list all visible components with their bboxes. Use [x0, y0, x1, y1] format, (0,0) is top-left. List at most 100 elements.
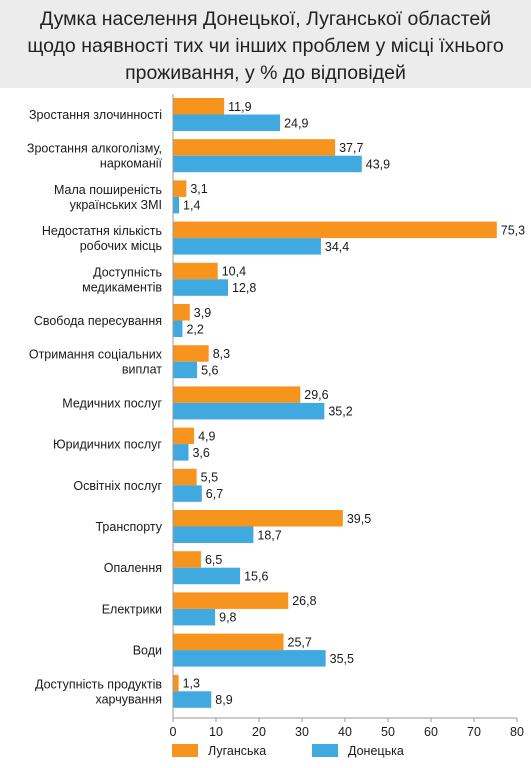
data-label: 8,3 [213, 347, 230, 361]
bar-luhanska [173, 221, 497, 239]
category-label: харчування [95, 692, 162, 706]
data-label: 5,5 [201, 471, 218, 485]
bar-donetska [173, 650, 326, 667]
category-label: Свобода пересування [34, 314, 162, 328]
data-label: 9,8 [219, 611, 236, 625]
data-label: 11,9 [228, 100, 251, 114]
category-label: Зростання злочинності [29, 108, 162, 122]
data-label: 12,8 [232, 281, 256, 295]
bar-luhanska [173, 304, 190, 321]
data-label: 3,6 [192, 446, 209, 460]
data-label: 1,3 [183, 677, 200, 691]
bar-donetska [173, 567, 241, 585]
bar-luhanska [173, 674, 179, 692]
x-tick-label: 0 [170, 725, 177, 739]
category-label: Зростання алкоголізму, [27, 142, 162, 156]
chart-title-panel: Думка населення Донецької, Луганської об… [0, 0, 531, 88]
x-tick-label: 60 [424, 725, 438, 739]
category-label: виплат [122, 363, 162, 377]
data-label: 18,7 [257, 528, 281, 542]
category-label: Освітніх послуг [73, 479, 162, 493]
legend-swatch [172, 744, 198, 757]
x-tick-label: 80 [510, 725, 524, 739]
bar-luhanska [173, 551, 201, 568]
category-label: Доступність продуктів [35, 677, 162, 691]
data-label: 8,9 [215, 693, 232, 707]
data-label: 26,8 [292, 594, 316, 608]
bar-donetska [173, 361, 198, 379]
data-label: 43,9 [366, 157, 390, 171]
bar-luhanska [173, 98, 225, 115]
data-label: 39,5 [347, 512, 371, 526]
bar-luhanska [173, 180, 187, 197]
bar-luhanska [173, 592, 289, 609]
bar-luhanska [173, 386, 301, 403]
data-label: 6,5 [205, 553, 222, 567]
data-label: 29,6 [304, 388, 328, 402]
data-label: 34,4 [325, 240, 349, 254]
x-tick-label: 20 [252, 725, 266, 739]
bar-donetska [173, 114, 281, 131]
bar-donetska [173, 444, 189, 461]
bar-donetska [173, 196, 180, 214]
category-label: Електрики [102, 602, 162, 616]
bar-luhanska [173, 468, 197, 486]
legend-swatch [312, 744, 338, 757]
data-label: 2,2 [186, 322, 203, 336]
bar-donetska [173, 320, 183, 337]
bar-donetska [173, 485, 202, 502]
category-label: Води [133, 644, 162, 658]
category-label: Транспорту [95, 520, 162, 534]
category-label: Доступність [93, 265, 162, 279]
bar-donetska [173, 279, 229, 296]
category-label: Юридичних послуг [53, 438, 162, 452]
data-label: 1,4 [183, 199, 200, 213]
bar-luhanska [173, 633, 284, 651]
data-label: 10,4 [222, 265, 246, 279]
data-label: 6,7 [206, 487, 223, 501]
x-tick-label: 50 [381, 725, 395, 739]
bar-donetska [173, 155, 362, 173]
bar-luhanska [173, 345, 209, 362]
data-label: 25,7 [288, 635, 312, 649]
data-label: 35,5 [330, 652, 354, 666]
data-label: 37,7 [339, 141, 363, 155]
data-label: 3,1 [190, 182, 207, 196]
bar-luhanska [173, 139, 336, 156]
category-label: медикаментів [82, 280, 162, 294]
bar-luhanska [173, 427, 195, 445]
data-label: 3,9 [194, 306, 211, 320]
bar-donetska [173, 691, 212, 708]
chart-title-line-3: проживання, у % до відповідей [125, 62, 406, 84]
data-label: 24,9 [284, 116, 308, 130]
category-label: наркоманії [100, 157, 163, 171]
bar-donetska [173, 238, 321, 255]
category-label: робочих місць [80, 239, 162, 253]
data-label: 4,9 [198, 429, 215, 443]
bar-donetska [173, 402, 325, 420]
category-label: Опалення [104, 561, 162, 575]
bar-donetska [173, 608, 216, 626]
chart-title-line-2: щодо наявності тих чи інших проблем у мі… [27, 35, 504, 57]
bar-donetska [173, 526, 254, 543]
category-label: українських ЗМІ [70, 198, 162, 212]
bar-luhanska [173, 262, 218, 280]
category-label: Мала поширеність [54, 183, 162, 197]
data-label: 5,6 [201, 363, 218, 377]
legend-label: Донецька [348, 744, 404, 758]
x-tick-label: 40 [338, 725, 352, 739]
chart-title-line-1: Думка населення Донецької, Луганської об… [39, 8, 492, 30]
x-tick-label: 70 [467, 725, 481, 739]
bar-luhanska [173, 510, 343, 527]
category-label: Медичних послуг [62, 396, 162, 410]
data-label: 15,6 [244, 569, 268, 583]
category-label: Отримання соціальних [29, 348, 163, 362]
category-label: Недостатня кількість [42, 224, 162, 238]
legend-label: Луганська [208, 744, 266, 758]
data-label: 75,3 [501, 223, 525, 237]
x-tick-label: 30 [295, 725, 309, 739]
x-tick-label: 10 [209, 725, 223, 739]
data-label: 35,2 [328, 405, 352, 419]
